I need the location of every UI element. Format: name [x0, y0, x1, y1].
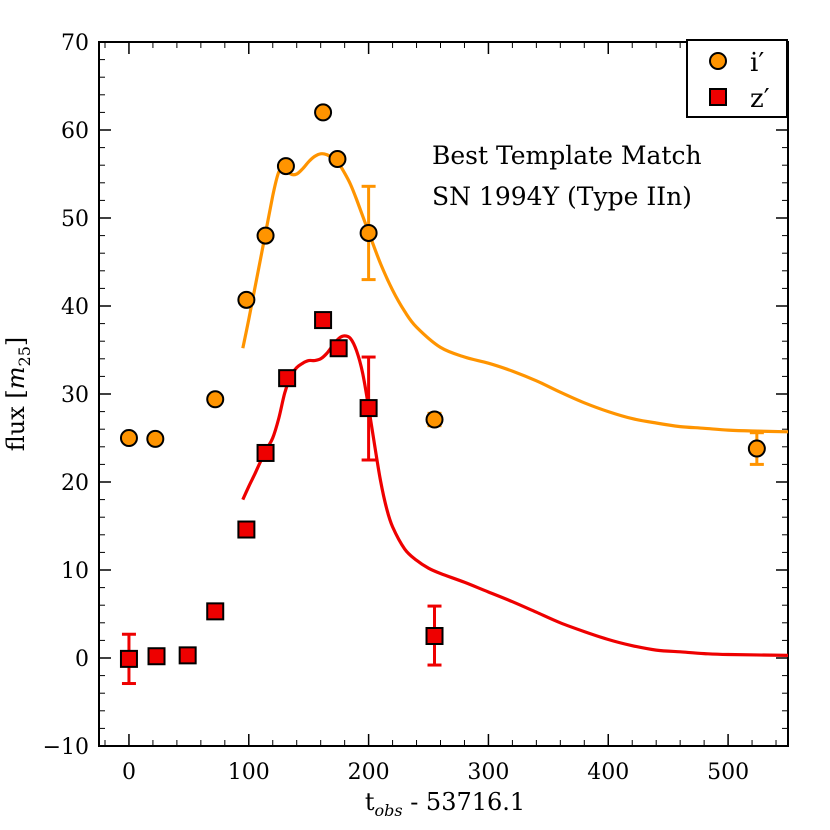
z-band-point [206, 602, 225, 621]
ticks-layer: 0 100 200 300 400 500 −10 0 10 20 30 40 50 60 70 [43, 31, 788, 785]
y-tick-label: 0 [75, 647, 89, 672]
z-band-point [359, 399, 378, 418]
x-axis-title: tobs - 53716.1 [365, 788, 525, 820]
z-band-point [314, 311, 333, 330]
z-band-point [425, 627, 444, 645]
data-points-layer [119, 103, 766, 668]
x-tick-label: 400 [587, 760, 629, 785]
i-band-point [256, 226, 275, 245]
z-band-point [278, 369, 297, 388]
y-tick-label: 60 [61, 119, 89, 144]
i-band-point [328, 150, 347, 169]
i-band-point [359, 223, 378, 242]
legend-label-i: i′ [750, 48, 764, 78]
legend-marker-z [709, 88, 727, 106]
i-band-point [146, 429, 165, 448]
y-tick-label: 30 [61, 383, 89, 408]
x-tick-label: 100 [228, 760, 270, 785]
legend: i′ z′ [686, 39, 788, 118]
i-band-point [314, 103, 333, 122]
legend-marker-i [709, 52, 727, 70]
x-tick-label: 300 [467, 760, 509, 785]
i-band-point [425, 410, 444, 429]
z-band-point [178, 646, 197, 665]
x-tick-label: 0 [122, 760, 136, 785]
i-band-point [206, 390, 225, 409]
y-tick-label: −10 [43, 735, 89, 760]
z-band-point [119, 649, 138, 668]
i-band-point [276, 157, 295, 176]
z-template-curve [241, 334, 789, 657]
i-band-point [237, 290, 256, 309]
x-tick-label: 200 [348, 760, 390, 785]
y-tick-label: 10 [61, 559, 89, 584]
z-band-point [329, 339, 348, 358]
i-band-point [119, 429, 138, 447]
i-template-curve [241, 152, 789, 434]
annotation-best-template: Best Template Match [432, 141, 702, 170]
y-axis-title: flux [m25] [2, 337, 34, 452]
z-band-point [147, 647, 166, 666]
z-band-point [256, 443, 275, 462]
legend-label-z: z′ [750, 84, 770, 114]
y-tick-label: 50 [61, 207, 89, 232]
legend-box [686, 39, 788, 118]
annotation-sn-name: SN 1994Y (Type IIn) [432, 182, 692, 211]
y-tick-label: 40 [61, 295, 89, 320]
y-tick-label: 20 [61, 471, 89, 496]
template-curves-layer [241, 152, 789, 657]
i-band-point [747, 439, 766, 458]
x-tick-label: 500 [707, 760, 749, 785]
z-band-point [237, 520, 256, 539]
y-tick-label: 70 [61, 31, 89, 56]
